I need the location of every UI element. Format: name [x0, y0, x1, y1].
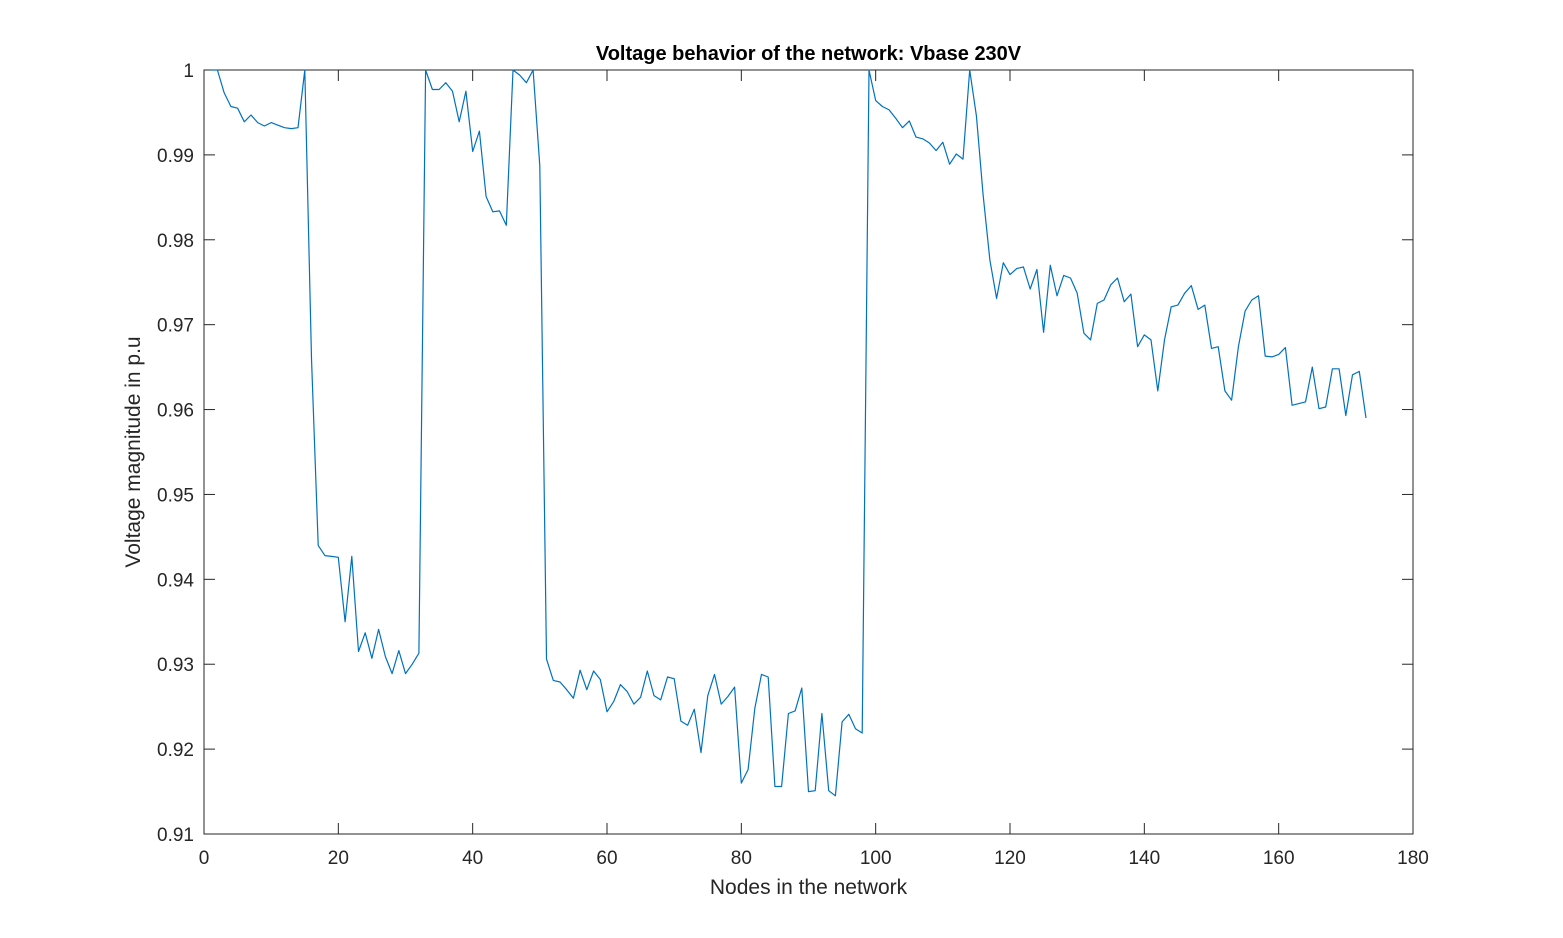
x-tick-label: 80: [731, 848, 752, 869]
y-tick-label: 0.92: [157, 740, 194, 761]
y-tick-label: 0.99: [157, 146, 194, 167]
y-axis-ticks: 0.91 0.92 0.93 0.94 0.95 0.96 0.97 0.98 0.99 1: [157, 61, 1413, 846]
axes-box: [203, 69, 1414, 835]
y-tick-label: 1: [183, 61, 194, 82]
x-tick-label: 60: [596, 848, 617, 869]
y-axis-label: Voltage magnitude in p.u: [122, 336, 145, 567]
chart-title: Voltage behavior of the network: Vbase 2…: [596, 43, 1022, 65]
x-tick-label: 160: [1263, 848, 1295, 869]
x-tick-label: 40: [462, 848, 483, 869]
x-axis-ticks: 0 20 40 60 80 100 120 140 160 180: [199, 70, 1429, 869]
x-tick-label: 180: [1397, 848, 1429, 869]
y-tick-label: 0.94: [157, 570, 194, 591]
x-tick-label: 140: [1128, 848, 1160, 869]
x-tick-label: 0: [199, 848, 210, 869]
y-tick-label: 0.91: [157, 825, 194, 846]
series-line: [210, 69, 1367, 797]
plot-area: 0 20 40 60 80 100 120 140 160 180 0.910.920.930.9…: [157, 61, 1429, 869]
y-tick-label: 0.93: [157, 655, 194, 676]
x-axis-label: Nodes in the network: [710, 876, 908, 899]
x-tick-label: 100: [860, 848, 892, 869]
x-tick-label: 20: [328, 848, 349, 869]
y-tick-label: 0.95: [157, 485, 194, 506]
series-layer: [210, 69, 1367, 797]
y-tick-label: 0.97: [157, 316, 194, 337]
y-tick-label: 0.96: [157, 401, 194, 422]
y-tick-label: 0.98: [157, 231, 194, 252]
x-tick-label: 120: [994, 848, 1026, 869]
